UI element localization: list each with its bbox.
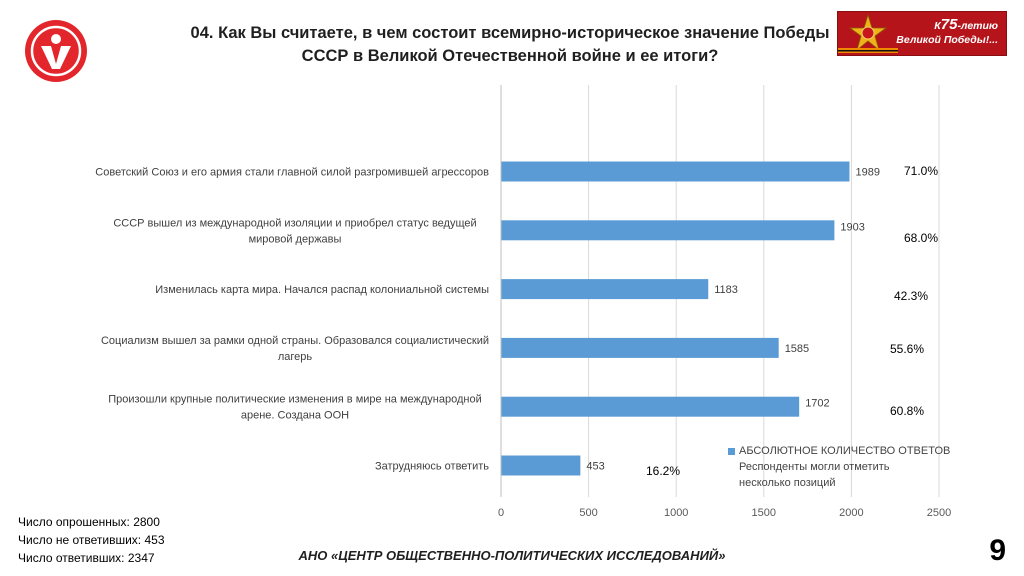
title-line-1: 04. Как Вы считаете, в чем состоит всеми… — [190, 24, 830, 42]
bar — [501, 396, 800, 417]
category-label: Затрудняюсь ответить — [375, 461, 489, 473]
bar — [501, 161, 850, 182]
legend-swatch — [728, 447, 735, 455]
bar-value-label: 1183 — [714, 284, 738, 296]
stat-surveyed: Число опрошенных: 2800 — [18, 515, 160, 529]
badge-text: К75-летию Великой Победы!... — [888, 16, 998, 47]
x-tick-label: 1500 — [752, 507, 776, 519]
page-title: 04. Как Вы считаете, в чем состоит всеми… — [150, 22, 870, 68]
percent-label: 68.0% — [904, 231, 939, 245]
category-label: Социализм вышел за рамки одной страны. О… — [101, 335, 489, 347]
percent-label: 71.0% — [904, 164, 939, 178]
bar-value-label: 1585 — [785, 343, 809, 355]
x-tick-label: 2000 — [839, 507, 863, 519]
bar — [501, 279, 709, 300]
legend-note-line2: несколько позиций — [739, 477, 836, 489]
percent-label: 60.8% — [890, 404, 925, 418]
percent-label: 42.3% — [894, 289, 929, 303]
badge-line2: Великой Победы!... — [896, 34, 998, 46]
category-label: мировой державы — [249, 233, 342, 245]
badge-suffix: -летию — [957, 20, 998, 32]
victory-order-icon — [838, 13, 898, 53]
bar-value-label: 1702 — [805, 398, 829, 410]
bar — [501, 337, 779, 358]
stat-not-answered: Число не ответивших: 453 — [18, 533, 165, 547]
bar-value-label: 1989 — [855, 167, 879, 179]
category-label: арене. Создана ООН — [241, 410, 349, 422]
bar — [501, 455, 581, 476]
stat-answered: Число ответивших: 2347 — [18, 551, 155, 565]
x-tick-label: 2500 — [927, 507, 951, 519]
category-label: Произошли крупные политические изменения… — [108, 394, 481, 406]
title-line-2: СССР в Великой Отечественной войне и ее … — [301, 47, 719, 65]
category-label: СССР вышел из международной изоляции и п… — [113, 217, 476, 229]
legend-note-line1: Респонденты могли отметить — [739, 461, 890, 473]
anniversary-badge: К75-летию Великой Победы!... — [837, 11, 1007, 56]
bar — [501, 220, 835, 241]
category-label: Советский Союз и его армия стали главной… — [95, 167, 489, 179]
category-label: лагерь — [278, 351, 313, 363]
badge-number: 75 — [940, 16, 958, 33]
bar-value-label: 453 — [586, 461, 604, 473]
x-tick-label: 0 — [498, 507, 504, 519]
bar-value-label: 1903 — [840, 221, 864, 233]
x-tick-label: 500 — [579, 507, 597, 519]
percent-label: 16.2% — [646, 464, 681, 478]
chart-legend: АБСОЛЮТНОЕ КОЛИЧЕСТВО ОТВЕТОВ Респондент… — [728, 443, 950, 491]
survey-stats: Число опрошенных: 2800 Число не ответивш… — [18, 513, 165, 567]
percent-label: 55.6% — [890, 342, 925, 356]
organization-logo — [25, 20, 87, 82]
category-label: Изменилась карта мира. Начался распад ко… — [155, 284, 489, 296]
page-number: 9 — [989, 534, 1006, 567]
x-tick-label: 1000 — [664, 507, 688, 519]
badge-prefix: К — [934, 20, 941, 32]
legend-label: АБСОЛЮТНОЕ КОЛИЧЕСТВО ОТВЕТОВ — [739, 445, 951, 457]
footer-organization: АНО «ЦЕНТР ОБЩЕСТВЕННО-ПОЛИТИЧЕСКИХ ИССЛ… — [298, 548, 726, 563]
